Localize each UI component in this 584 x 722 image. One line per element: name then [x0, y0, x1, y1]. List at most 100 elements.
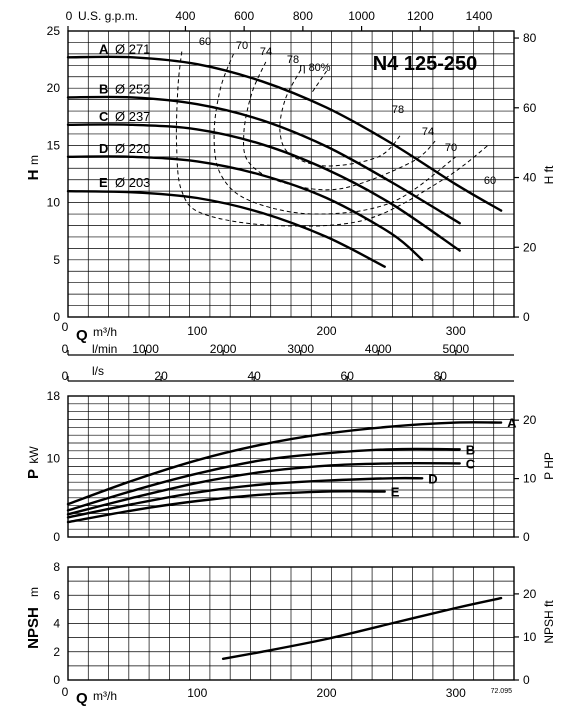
head-curve-diameter: Ø 252 — [115, 81, 150, 96]
npsh-right-tick-label: 10 — [523, 630, 537, 644]
flow-tick-label: 0 — [62, 320, 69, 334]
head-curve-D — [66, 155, 424, 261]
power-curve-letter: E — [391, 485, 400, 500]
efficiency-label: 60 — [199, 36, 211, 48]
lmin-tick-label: 4000 — [365, 342, 392, 356]
top-tick-label: 1200 — [407, 9, 434, 23]
efficiency-label: 70 — [236, 40, 248, 52]
power-right-tick-label: 0 — [523, 530, 530, 544]
head-right-tick-label: 20 — [523, 240, 537, 254]
power-right-tick-label: 10 — [523, 472, 537, 486]
npsh-right-axis-label: NPSH ft — [542, 600, 556, 644]
head-curve-E — [66, 190, 386, 268]
plot-frame — [67, 566, 515, 681]
head-curve-diameter: Ø 203 — [115, 175, 150, 190]
flow-tick-label: 100 — [187, 324, 207, 338]
top-tick-label: 800 — [293, 9, 313, 23]
head-y-tick-label: 15 — [47, 138, 61, 152]
power-right-tick-label: 20 — [523, 413, 537, 427]
head-curve-letter: E — [99, 175, 108, 190]
power-curve-letter: B — [466, 442, 475, 457]
lmin-axis-unit: l/min — [92, 342, 117, 356]
power-axis-unit: kW — [27, 446, 41, 464]
power-axis-label: P — [25, 469, 42, 479]
bottom-axis-unit: m³/h — [93, 689, 117, 703]
power-grid — [67, 395, 515, 538]
ls-tick-label: 80 — [434, 369, 448, 383]
head-axis-label: H — [25, 170, 42, 181]
bottom-axis-label: Q — [76, 690, 88, 707]
top-axis-label: U.S. g.p.m. — [78, 9, 138, 23]
power-curve-E — [66, 490, 386, 524]
power-y-tick-label: 10 — [47, 452, 61, 466]
top-tick-label: 1000 — [348, 9, 375, 23]
head-curve-letter: B — [99, 81, 108, 96]
npsh-axis-unit: m — [27, 587, 41, 597]
flow-axis-label: Q — [76, 327, 88, 344]
top-tick-label: 600 — [234, 9, 254, 23]
ls-tick-label: 60 — [341, 369, 355, 383]
npsh-y-tick-label: 2 — [53, 645, 60, 659]
efficiency-label: 74 — [422, 126, 434, 138]
head-curve-A — [66, 55, 503, 212]
head-y-tick-label: 25 — [47, 24, 61, 38]
npsh-axis-label: NPSH — [25, 607, 42, 649]
power-curve-B — [66, 447, 461, 512]
head-curve-letter: D — [99, 141, 108, 156]
flow-tick-label: 300 — [446, 324, 466, 338]
efficiency-curve — [175, 51, 489, 227]
power-y-tick-label: 0 — [53, 530, 60, 544]
lmin-tick-label: 2000 — [210, 342, 237, 356]
lmin-tick-label: 3000 — [287, 342, 314, 356]
head-curve-diameter: Ø 237 — [115, 109, 150, 124]
power-curve-D — [66, 476, 424, 519]
head-y-tick-label: 20 — [47, 81, 61, 95]
efficiency-label: 78 — [287, 54, 299, 66]
head-curve-B — [66, 95, 461, 225]
chart-title: N4 125-250 — [373, 53, 478, 75]
footnote: 72.095 — [491, 688, 513, 695]
lmin-tick-label: 5000 — [442, 342, 469, 356]
efficiency-label: 74 — [260, 46, 272, 58]
text-layer: U.S. g.p.m.0 400 600 800 1000 1200 14000510152… — [25, 9, 556, 707]
top-tick-label: 0 — [66, 9, 73, 23]
head-right-tick-label: 60 — [523, 101, 537, 115]
power-curve-letter: C — [466, 456, 476, 471]
ls-tick-label: 0 — [62, 369, 69, 383]
power-curve-A — [66, 421, 503, 506]
npsh-curve — [221, 596, 503, 660]
bottom-tick-label: 300 — [446, 686, 466, 700]
ls-tick-label: 40 — [247, 369, 261, 383]
head-right-tick-label: 80 — [523, 31, 537, 45]
head-right-tick-label: 0 — [523, 310, 530, 324]
curves-layer — [66, 51, 503, 660]
power-curve-C — [66, 462, 461, 516]
top-tick-label: 1400 — [466, 9, 493, 23]
head-y-tick-label: 0 — [53, 310, 60, 324]
npsh-y-tick-label: 6 — [53, 588, 60, 602]
npsh-grid — [67, 566, 515, 681]
efficiency-label: 70 — [445, 142, 457, 154]
plot-frame — [67, 30, 515, 318]
efficiency-curve — [279, 69, 402, 167]
lmin-tick-label: 1000 — [132, 342, 159, 356]
efficiency-label: η 80% — [299, 62, 330, 74]
npsh-y-tick-label: 0 — [53, 673, 60, 687]
head-y-tick-label: 10 — [47, 196, 61, 210]
power-y-tick-label: 18 — [47, 389, 61, 403]
npsh-y-tick-label: 4 — [53, 617, 60, 631]
top-tick-label: 400 — [175, 9, 195, 23]
head-right-tick-label: 40 — [523, 171, 537, 185]
flow-axis-unit: m³/h — [93, 325, 117, 339]
head-curve-letter: C — [99, 109, 109, 124]
npsh-right-tick-label: 20 — [523, 587, 537, 601]
ls-tick-label: 20 — [154, 369, 168, 383]
ls-axis-unit: l/s — [92, 364, 104, 378]
power-curve-letter: A — [507, 416, 517, 431]
head-curve-diameter: Ø 271 — [115, 41, 150, 56]
plot-frame — [67, 395, 515, 538]
efficiency-label: 78 — [392, 104, 404, 116]
efficiency-label: 60 — [484, 175, 496, 187]
head-y-tick-label: 5 — [53, 253, 60, 267]
